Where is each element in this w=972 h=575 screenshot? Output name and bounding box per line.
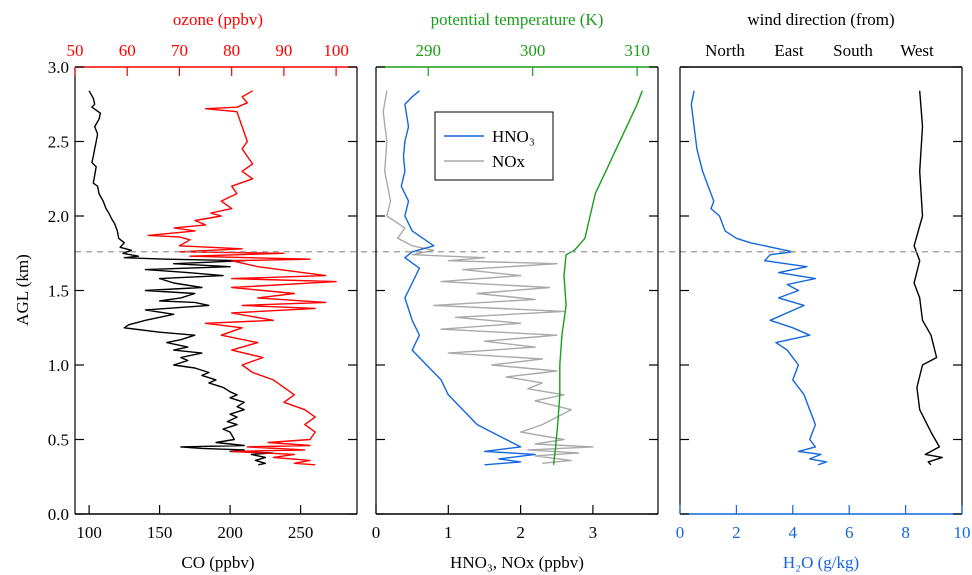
series-line-ozone [147,90,337,466]
y-tick-label: 1.0 [48,356,69,375]
x-tick-label-bottom: 1 [444,523,453,542]
x-tick-label-bottom: 2 [732,523,741,542]
series-line-co [88,90,274,466]
x-tick-label-bottom: 10 [954,523,971,542]
x-tick-label-top: 60 [119,41,136,60]
panel-3: 0 2 4 6 8 10 North East South West [676,41,971,542]
bottom-axis-label-hno3-nox: HNO₃, NOx (ppbv) [450,553,584,572]
bottom-axis-label-h2o: H₂O (g/kg) [783,553,859,572]
series-line-wind [913,90,943,466]
y-tick-label: 1.5 [48,282,69,301]
y-tick-label: 2.5 [48,133,69,152]
x-tick-label-bottom: 3 [589,523,598,542]
x-tick-label-top: East [774,41,804,60]
top-axis-label-wind: wind direction (from) [747,10,894,29]
x-tick-label-bottom: 6 [845,523,854,542]
x-tick-label-top: 310 [624,41,650,60]
x-tick-label-top: 50 [67,41,84,60]
x-tick-label-top: North [705,41,745,60]
x-tick-label-top: 100 [323,41,349,60]
series-line-h2o [690,90,828,466]
panel-1: 0.0 0.5 1.0 1.5 2.0 2.5 3.0 100 150 200 250 50 60 70 8… [48,41,358,542]
panel-2: 0 1 2 3 290 300 310 [372,41,659,542]
x-tick-label-bottom: 8 [901,523,910,542]
series-line-theta [552,90,643,465]
y-tick-label: 0.5 [48,431,69,450]
legend: HNO₃ NOx [434,111,554,181]
top-axis-label-ozone: ozone (ppbv) [173,10,263,29]
x-tick-label-top: 290 [415,41,441,60]
x-tick-label-bottom: 0 [676,523,685,542]
x-tick-label-top: West [900,41,934,60]
x-tick-label-bottom: 100 [76,523,102,542]
x-tick-label-bottom: 250 [288,523,314,542]
x-tick-label-top: 90 [275,41,292,60]
x-tick-label-top: 70 [171,41,188,60]
y-tick-label: 2.0 [48,207,69,226]
legend-box [434,111,554,181]
series-line-nox [382,90,594,464]
x-tick-label-bottom: 4 [789,523,798,542]
x-tick-label-bottom: 150 [147,523,173,542]
y-tick-label: 3.0 [48,58,69,77]
series-line-hno3 [400,90,536,466]
bottom-axis-label-co: CO (ppbv) [181,553,254,572]
x-tick-label-top: South [833,41,873,60]
x-tick-label-bottom: 0 [372,523,381,542]
legend-label-nox: NOx [492,152,526,171]
top-axis-label-theta: potential temperature (K) [431,10,604,29]
x-tick-label-top: 80 [223,41,240,60]
y-axis-label: AGL (km) [13,254,32,326]
y-tick-label: 0.0 [48,505,69,524]
x-tick-label-top: 300 [520,41,546,60]
legend-label-hno3: HNO₃ [492,127,535,146]
x-tick-label-bottom: 2 [516,523,525,542]
x-tick-label-bottom: 200 [217,523,243,542]
